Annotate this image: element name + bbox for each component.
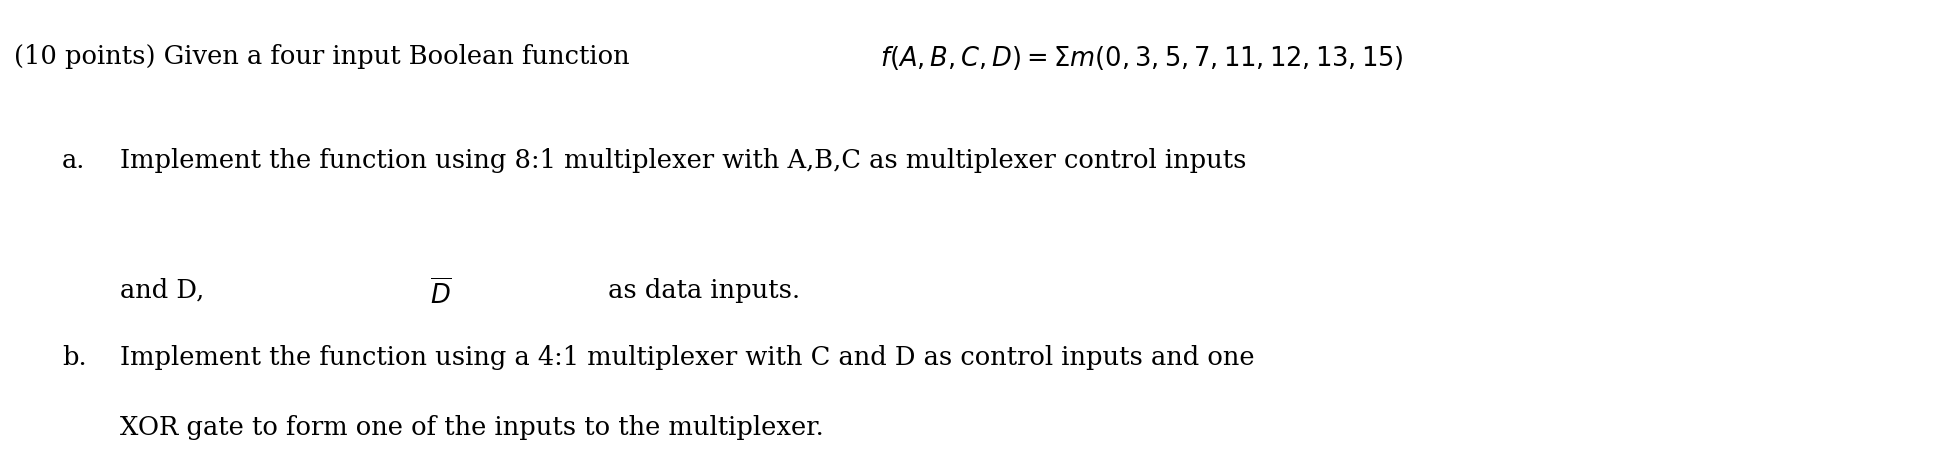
Text: $f(A, B, C, D) = \Sigma m(0,3,5,7,11,12,13,15)$: $f(A, B, C, D) = \Sigma m(0,3,5,7,11,12,… xyxy=(880,44,1403,72)
Text: and D,: and D, xyxy=(120,278,212,303)
Text: a.: a. xyxy=(63,148,86,173)
Text: (10 points) Given a four input Boolean function: (10 points) Given a four input Boolean f… xyxy=(14,44,637,69)
Text: b.: b. xyxy=(63,345,86,370)
Text: Implement the function using a 4:1 multiplexer with C and D as control inputs an: Implement the function using a 4:1 multi… xyxy=(120,345,1254,370)
Text: Implement the function using 8:1 multiplexer with A,B,C as multiplexer control i: Implement the function using 8:1 multipl… xyxy=(120,148,1247,173)
Text: XOR gate to form one of the inputs to the multiplexer.: XOR gate to form one of the inputs to th… xyxy=(120,415,823,440)
Text: as data inputs.: as data inputs. xyxy=(600,278,800,303)
Text: $\overline{D}$: $\overline{D}$ xyxy=(431,278,453,309)
